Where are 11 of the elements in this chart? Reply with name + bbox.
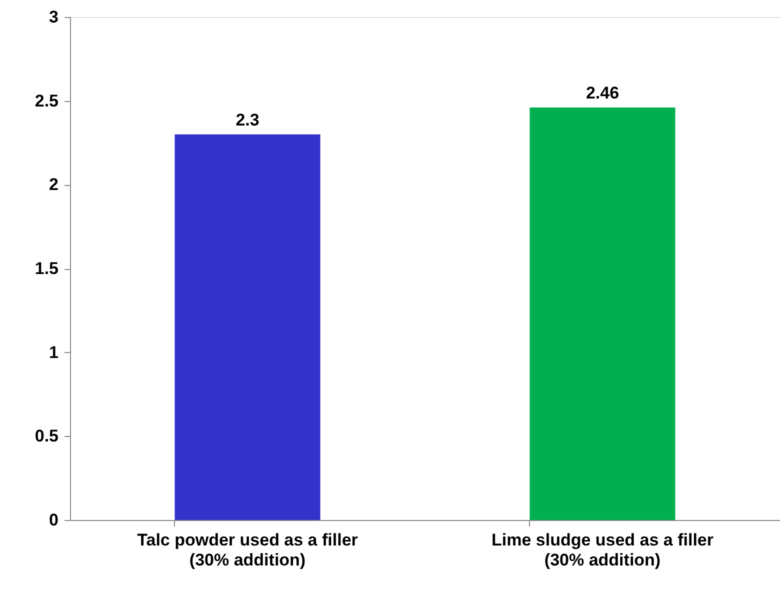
y-tick-label: 1.5 xyxy=(34,259,58,278)
y-tick-label: 0.5 xyxy=(34,426,58,446)
x-tick-label: Talc powder used as a filler (30% addition) xyxy=(137,530,358,570)
x-tick-label: Lime sludge used as a filler (30% addition) xyxy=(491,530,714,570)
y-tick-label: 2.5 xyxy=(34,91,58,110)
y-tick-label: 2 xyxy=(49,175,58,194)
data-label: 2.3 xyxy=(236,110,260,130)
y-tick-label: 0 xyxy=(49,510,58,530)
y-tick-label: 3 xyxy=(49,8,58,26)
data-label: 2.46 xyxy=(586,84,620,103)
y-tick-label: 1 xyxy=(49,342,58,362)
